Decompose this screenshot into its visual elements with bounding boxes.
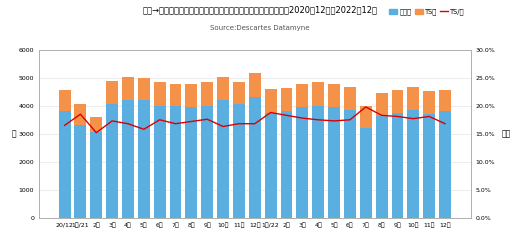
Bar: [360, 106, 372, 128]
Bar: [106, 104, 118, 218]
Bar: [423, 91, 435, 114]
Legend: 直航分, TS分, TS/率: 直航分, TS分, TS/率: [386, 6, 467, 18]
Bar: [90, 117, 102, 132]
Bar: [122, 76, 134, 100]
Bar: [392, 90, 404, 113]
Bar: [217, 77, 229, 100]
Bar: [249, 73, 261, 98]
Bar: [281, 112, 292, 218]
Bar: [392, 113, 404, 218]
Bar: [233, 104, 245, 218]
Bar: [423, 114, 435, 218]
Bar: [154, 106, 166, 218]
Text: Source:Descartes Datamyne: Source:Descartes Datamyne: [210, 25, 310, 31]
Bar: [360, 128, 372, 218]
Bar: [344, 110, 356, 218]
Bar: [407, 87, 419, 110]
Bar: [265, 113, 277, 218]
Bar: [375, 116, 387, 218]
Y-axis label: 箱: 箱: [12, 129, 17, 138]
Bar: [186, 107, 197, 218]
Bar: [439, 90, 451, 112]
Bar: [439, 112, 451, 218]
Bar: [170, 84, 181, 106]
Bar: [328, 107, 340, 218]
Bar: [328, 84, 340, 107]
Bar: [375, 93, 387, 116]
Y-axis label: 比率: 比率: [502, 129, 511, 138]
Bar: [59, 90, 71, 112]
Bar: [344, 87, 356, 110]
Bar: [281, 88, 292, 112]
Bar: [296, 107, 308, 218]
Bar: [201, 82, 213, 106]
Bar: [90, 132, 102, 218]
Bar: [296, 84, 308, 107]
Bar: [59, 112, 71, 218]
Bar: [170, 106, 181, 218]
Bar: [249, 98, 261, 218]
Bar: [217, 100, 229, 218]
Bar: [74, 126, 86, 218]
Bar: [201, 106, 213, 218]
Bar: [407, 110, 419, 218]
Bar: [138, 100, 150, 218]
Bar: [186, 84, 197, 107]
Bar: [233, 82, 245, 104]
Bar: [313, 106, 324, 218]
Text: 米国→日本海上コンテナ貨物量推移　最終仕向地ベース　身入り2020年12月〜2022年12月: 米国→日本海上コンテナ貨物量推移 最終仕向地ベース 身入り2020年12月〜20…: [142, 5, 378, 14]
Bar: [106, 81, 118, 104]
Bar: [265, 88, 277, 113]
Bar: [138, 78, 150, 100]
Bar: [154, 82, 166, 106]
Bar: [74, 104, 86, 126]
Bar: [122, 100, 134, 218]
Bar: [313, 82, 324, 106]
